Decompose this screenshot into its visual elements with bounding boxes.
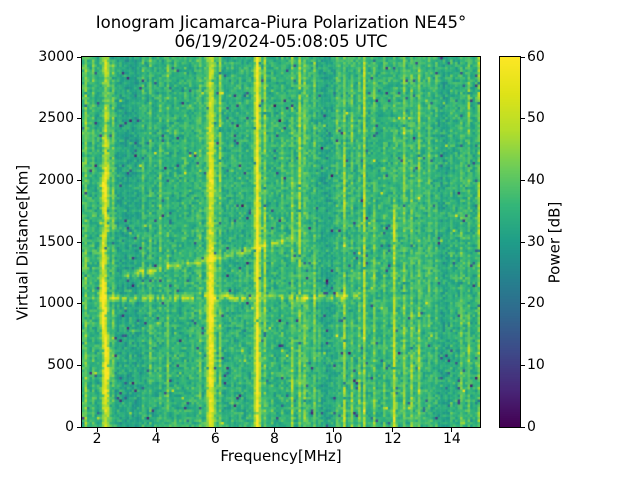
colorbar-tick-label: 0 (527, 418, 536, 435)
x-axis-label: Frequency[MHz] (220, 447, 342, 465)
y-tick-label: 0 (65, 418, 74, 435)
tick-mark (96, 428, 98, 432)
chart-title: Ionogram Jicamarca-Piura Polarization NE… (95, 13, 467, 32)
tick-mark (333, 428, 335, 432)
y-tick-label: 2500 (38, 110, 74, 127)
tick-mark (521, 56, 525, 58)
tick-mark (77, 56, 81, 58)
y-tick-label: 1500 (38, 233, 74, 250)
tick-mark (77, 241, 81, 243)
y-axis-label: Virtual Distance[Km] (13, 164, 32, 321)
colorbar-tick-label: 20 (527, 295, 545, 312)
colorbar-canvas (499, 56, 521, 428)
tick-mark (521, 179, 525, 181)
y-tick-label: 2000 (38, 171, 74, 188)
chart-subtitle: 06/19/2024-05:08:05 UTC (174, 32, 388, 51)
tick-mark (451, 428, 453, 432)
y-tick-label: 500 (47, 356, 74, 373)
heatmap-canvas (81, 56, 481, 428)
x-tick-label: 4 (151, 431, 161, 447)
colorbar-tick-label: 40 (527, 171, 545, 188)
tick-mark (521, 241, 525, 243)
tick-mark (521, 426, 525, 428)
tick-mark (214, 428, 216, 432)
colorbar-tick-label: 30 (527, 233, 545, 250)
tick-mark (77, 426, 81, 428)
tick-mark (155, 428, 157, 432)
tick-mark (77, 118, 81, 120)
colorbar-tick-label: 50 (527, 110, 545, 127)
x-tick-label: 2 (92, 431, 102, 447)
tick-mark (521, 303, 525, 305)
x-tick-label: 8 (270, 431, 279, 447)
tick-mark (77, 364, 81, 366)
tick-mark (273, 428, 275, 432)
tick-mark (392, 428, 394, 432)
x-tick-label: 12 (383, 431, 402, 447)
y-tick-label: 3000 (38, 48, 74, 65)
x-tick-label: 10 (324, 431, 343, 447)
y-tick-label: 1000 (38, 295, 74, 312)
colorbar-tick-label: 10 (527, 356, 545, 373)
colorbar-tick-label: 60 (527, 48, 545, 65)
x-tick-label: 14 (442, 431, 461, 447)
tick-mark (77, 303, 81, 305)
tick-mark (521, 364, 525, 366)
tick-mark (521, 118, 525, 120)
tick-mark (77, 179, 81, 181)
x-tick-label: 6 (210, 431, 220, 447)
title-block: Ionogram Jicamarca-Piura Polarization NE… (81, 13, 481, 51)
